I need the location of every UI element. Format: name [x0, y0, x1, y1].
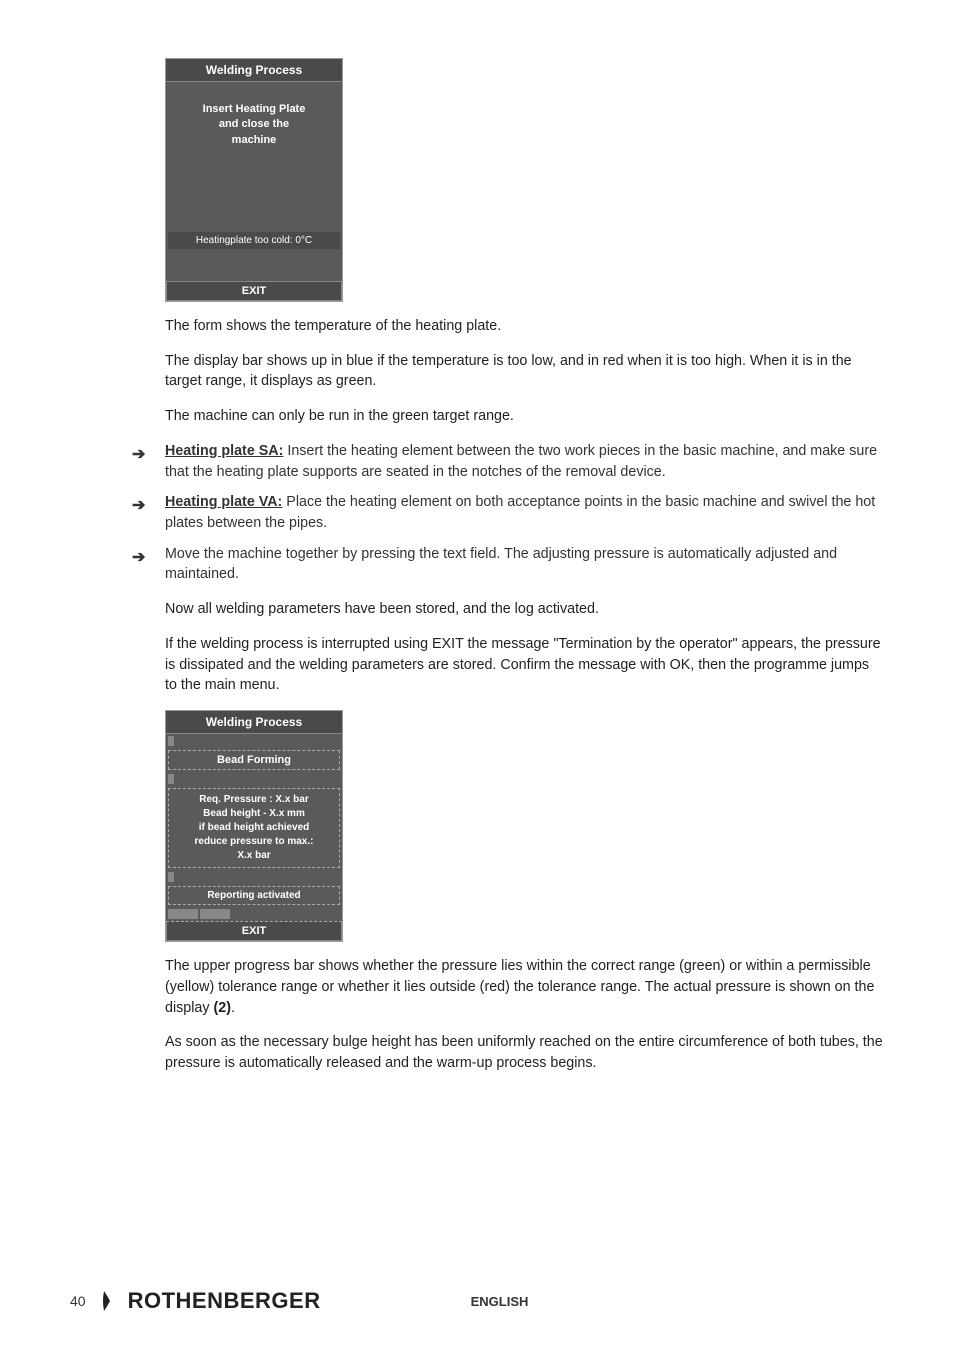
bullet-label: Heating plate SA:	[165, 443, 283, 459]
bullet-heating-va: ➔ Heating plate VA: Place the heating el…	[132, 492, 884, 533]
bullet-text: Move the machine together by pressing th…	[165, 546, 837, 583]
bullet-label: Heating plate VA:	[165, 494, 282, 510]
paragraph: The form shows the temperature of the he…	[165, 316, 884, 337]
lcd-screen-2: Welding Process Bead Forming Req. Pressu…	[165, 710, 343, 942]
lcd-body: Req. Pressure : X.x bar Bead height - X.…	[168, 788, 340, 868]
lcd-title: Welding Process	[166, 59, 342, 82]
lcd-screen-1: Welding Process Insert Heating Plate and…	[165, 58, 343, 302]
brand-logo: ROTHENBERGER	[100, 1288, 321, 1314]
progress-bar	[166, 907, 342, 921]
progress-bar-top	[166, 734, 342, 748]
paragraph: The machine can only be run in the green…	[165, 406, 884, 427]
rothenberger-icon	[100, 1289, 124, 1313]
exit-button[interactable]: EXIT	[166, 281, 342, 301]
paragraph: The display bar shows up in blue if the …	[165, 351, 884, 392]
paragraph: The upper progress bar shows whether the…	[165, 956, 884, 1018]
paragraph: As soon as the necessary bulge height ha…	[165, 1032, 884, 1073]
page-number: 40	[70, 1293, 86, 1309]
bullet-heating-sa: ➔ Heating plate SA: Insert the heating e…	[132, 441, 884, 482]
lcd-status: Heatingplate too cold: 0°C	[168, 232, 340, 249]
page-footer: 40 ROTHENBERGER ENGLISH	[70, 1288, 884, 1314]
arrow-right-icon: ➔	[132, 494, 145, 517]
progress-bar	[166, 870, 342, 884]
language-label: ENGLISH	[471, 1294, 529, 1309]
arrow-right-icon: ➔	[132, 546, 145, 569]
brand-name: ROTHENBERGER	[128, 1288, 321, 1314]
exit-button[interactable]: EXIT	[166, 921, 342, 941]
lcd-body: Insert Heating Plate and close the machi…	[166, 82, 342, 230]
lcd-subtitle: Bead Forming	[168, 750, 340, 770]
progress-bar	[166, 772, 342, 786]
bullet-move-machine: ➔ Move the machine together by pressing …	[132, 544, 884, 585]
lcd-title: Welding Process	[166, 711, 342, 734]
lcd-status: Reporting activated	[168, 886, 340, 905]
paragraph: If the welding process is interrupted us…	[165, 634, 884, 696]
arrow-right-icon: ➔	[132, 443, 145, 466]
paragraph: Now all welding parameters have been sto…	[165, 599, 884, 620]
